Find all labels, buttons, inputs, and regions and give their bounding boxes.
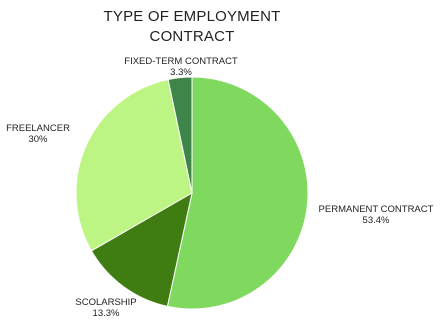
slice-value-permanent-contract: 53.4% [363,215,390,226]
slice-label-freelancer: FREELANCER [6,123,70,134]
pie-slice-scolarship [90,192,193,307]
slice-label-fixed-term-contract: FIXED-TERM CONTRACT [124,56,238,67]
slice-label-scolarship: SCOLARSHIP [75,297,136,308]
slice-label-permanent-contract: PERMANENT CONTRACT [319,204,434,215]
slice-value-scolarship: 13.3% [93,308,120,319]
chart-title-line-1: TYPE OF EMPLOYMENT [103,8,281,25]
pie-slice-permanent-contract [166,76,309,310]
pie-slice-freelancer [75,78,193,252]
slice-value-freelancer: 30% [28,134,48,145]
chart-title-line-2: CONTRACT [149,28,235,45]
slice-value-fixed-term-contract: 3.3% [170,67,192,78]
pie-slice-fixed-term-contract [167,76,193,194]
